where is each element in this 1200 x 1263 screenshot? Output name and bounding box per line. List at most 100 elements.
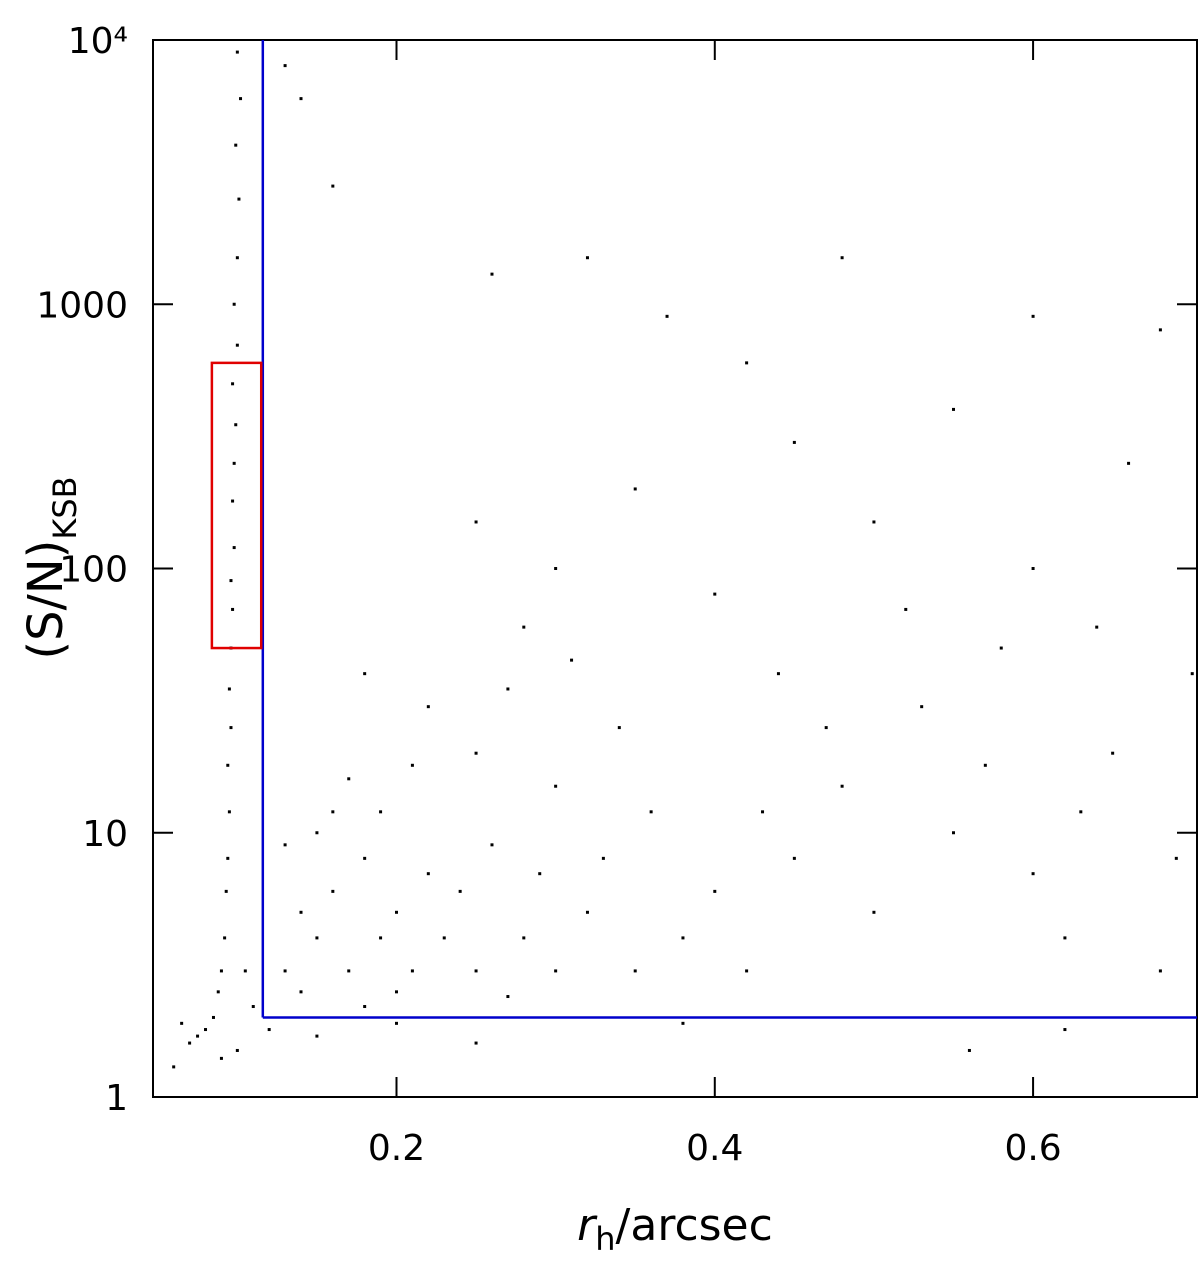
point	[681, 936, 685, 940]
point	[665, 314, 669, 318]
x-tick-label: 0.4	[686, 1128, 743, 1169]
point	[219, 969, 223, 973]
point	[315, 936, 319, 940]
point	[426, 872, 430, 876]
point	[283, 64, 287, 68]
point	[331, 184, 335, 188]
point	[999, 646, 1003, 650]
y-tick-label: 100	[59, 550, 128, 591]
point	[234, 423, 238, 427]
point	[490, 272, 494, 276]
point	[211, 1015, 215, 1019]
point	[681, 1021, 685, 1025]
point	[347, 969, 351, 973]
y-label-main: (S/N)	[18, 540, 74, 660]
point	[234, 143, 238, 147]
point	[235, 1048, 239, 1052]
point	[904, 607, 908, 611]
point	[585, 910, 589, 914]
point	[204, 1028, 208, 1032]
point	[554, 567, 558, 570]
point	[232, 546, 236, 550]
point	[224, 889, 228, 893]
point	[649, 810, 653, 814]
y-tick-label: 10⁴	[68, 21, 128, 62]
point	[474, 520, 478, 524]
point	[235, 256, 239, 260]
point	[172, 1065, 176, 1069]
point	[1158, 328, 1162, 332]
point	[235, 343, 239, 347]
point	[745, 969, 749, 973]
point	[426, 705, 430, 709]
point	[315, 831, 319, 835]
point	[474, 751, 478, 755]
point	[1031, 872, 1035, 876]
point	[474, 1041, 478, 1045]
point	[761, 810, 765, 814]
point	[585, 256, 589, 260]
point	[792, 440, 796, 444]
point	[1158, 969, 1162, 973]
y-tick-label: 10	[82, 814, 128, 855]
point	[315, 1034, 319, 1038]
y-tick-label: 1000	[36, 285, 128, 326]
point	[490, 843, 494, 847]
point	[1063, 936, 1067, 940]
point	[1111, 751, 1115, 755]
x-tick-label: 0.6	[1004, 1128, 1061, 1169]
point	[1063, 1028, 1067, 1032]
point	[713, 592, 717, 596]
star-selection-box	[210, 361, 263, 650]
point	[840, 256, 844, 260]
point	[1031, 567, 1035, 570]
point	[458, 889, 462, 893]
point	[379, 936, 383, 940]
point	[601, 856, 605, 860]
point	[1095, 625, 1099, 629]
point	[229, 579, 233, 583]
point	[331, 810, 335, 814]
point	[633, 969, 637, 973]
x-label-sub: h	[595, 1220, 615, 1258]
point	[232, 461, 236, 465]
point	[299, 97, 303, 101]
point	[952, 407, 956, 411]
point	[394, 910, 398, 914]
point	[237, 197, 241, 201]
point	[617, 726, 621, 730]
point	[522, 936, 526, 940]
point	[506, 687, 510, 691]
point	[196, 1034, 200, 1038]
y-label-sub: KSB	[46, 476, 84, 539]
y-tick-label: 1	[105, 1078, 128, 1119]
point	[538, 872, 542, 876]
point	[283, 969, 287, 973]
point	[554, 784, 558, 788]
point	[363, 1005, 367, 1009]
point	[231, 607, 235, 611]
point	[235, 50, 239, 54]
point	[920, 705, 924, 709]
point	[299, 910, 303, 914]
point	[216, 990, 220, 994]
point	[188, 1041, 192, 1045]
plot-frame	[152, 39, 1198, 1098]
x-tick-label: 0.2	[368, 1128, 425, 1169]
point	[506, 995, 510, 999]
x-axis-label: rh/arcsec	[577, 1200, 773, 1258]
point	[1127, 461, 1131, 465]
point	[410, 969, 414, 973]
point	[299, 990, 303, 994]
point	[180, 1021, 184, 1025]
point	[442, 936, 446, 940]
point	[554, 969, 558, 973]
point	[379, 810, 383, 814]
point	[394, 990, 398, 994]
point	[227, 810, 231, 814]
point	[522, 625, 526, 629]
point	[219, 1056, 223, 1060]
point	[283, 843, 287, 847]
point	[223, 936, 227, 940]
point	[633, 487, 637, 491]
